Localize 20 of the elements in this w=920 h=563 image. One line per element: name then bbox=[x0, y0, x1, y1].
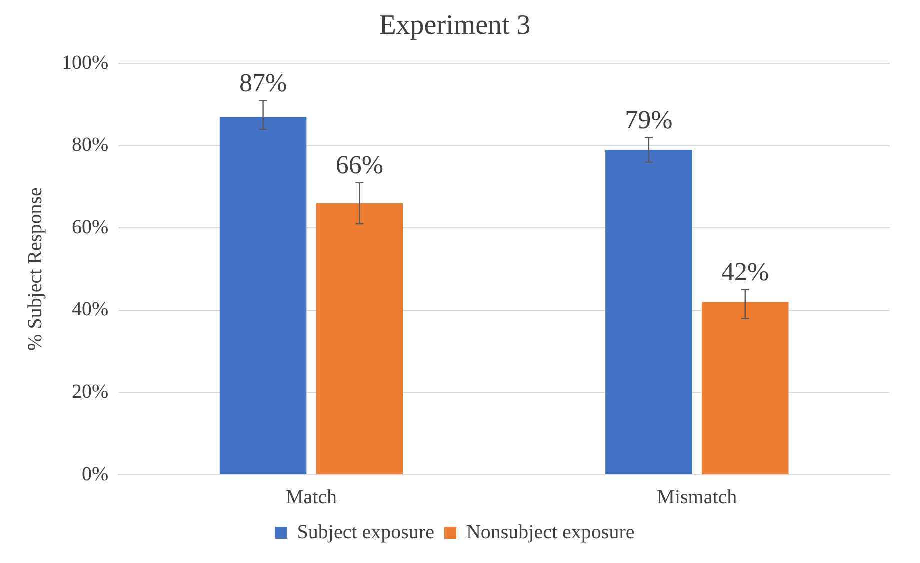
data-label: 87% bbox=[239, 68, 288, 98]
bar bbox=[606, 150, 692, 474]
x-tick-label: Match bbox=[286, 486, 338, 508]
bar bbox=[702, 302, 789, 474]
y-tick-label: 40% bbox=[72, 298, 109, 321]
bar bbox=[316, 203, 404, 474]
bar bbox=[220, 117, 307, 474]
y-axis-title: % Subject Response bbox=[24, 188, 46, 351]
x-tick-label: Mismatch bbox=[657, 486, 738, 508]
y-tick-label: 80% bbox=[72, 134, 109, 156]
legend-label: Subject exposure bbox=[297, 521, 435, 544]
data-label: 79% bbox=[625, 105, 673, 134]
y-tick-label: 0% bbox=[82, 463, 109, 486]
chart-title: Experiment 3 bbox=[379, 10, 531, 42]
y-tick-label: 20% bbox=[72, 380, 109, 403]
data-label: 66% bbox=[336, 150, 384, 180]
y-tick-label: 100% bbox=[62, 52, 109, 74]
data-label: 42% bbox=[722, 258, 770, 287]
y-tick-label: 60% bbox=[72, 216, 109, 238]
legend-label: Nonsubject exposure bbox=[466, 521, 635, 544]
